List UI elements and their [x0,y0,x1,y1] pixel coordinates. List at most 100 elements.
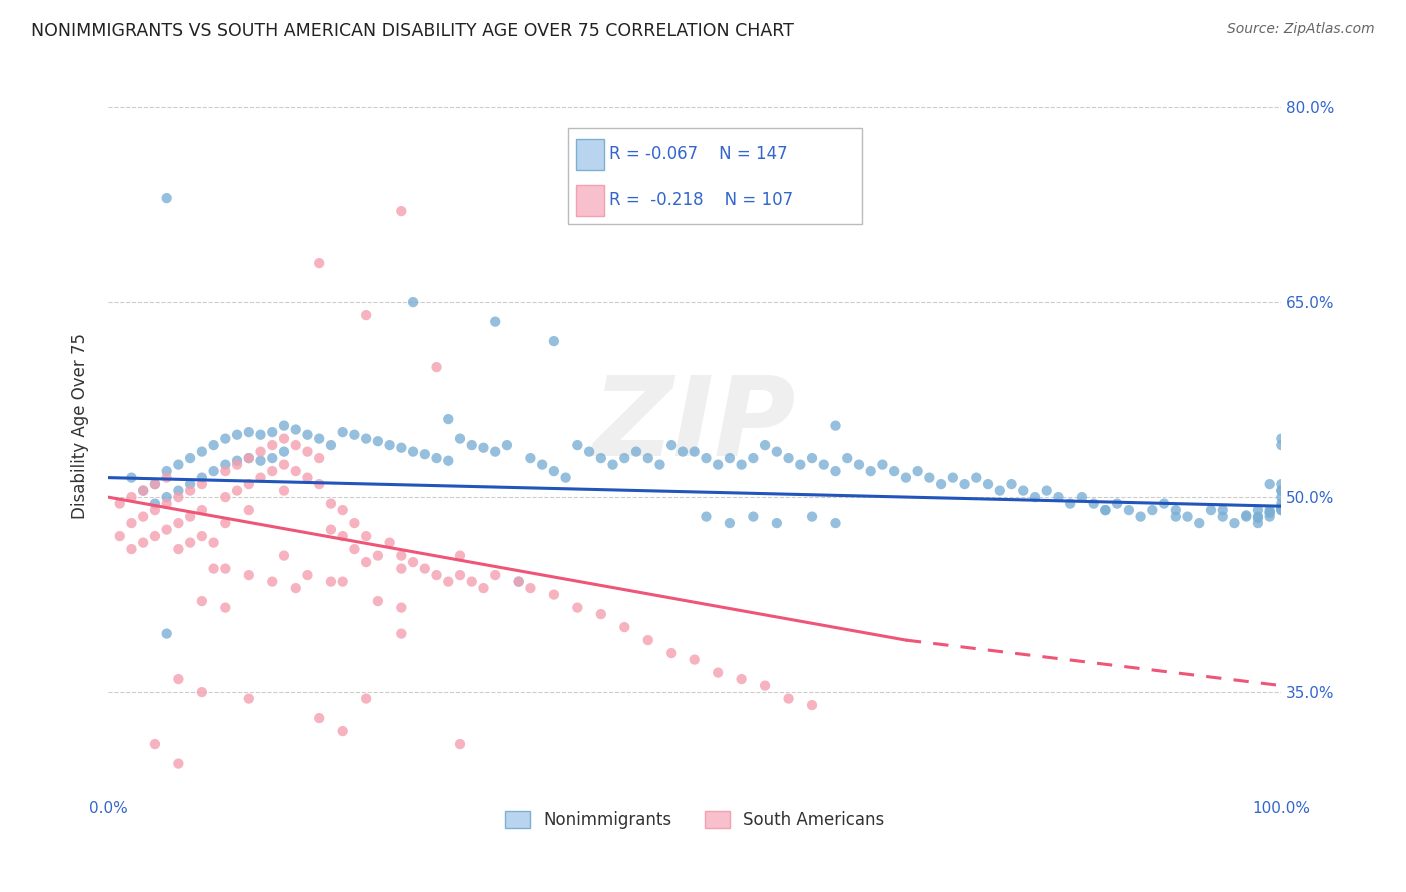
Point [343,427,366,442]
Point [191,444,214,458]
Point [191,503,214,517]
Point [425,360,447,375]
Point [918,470,941,484]
Point [354,529,377,543]
Point [262,464,284,478]
Point [1012,483,1035,498]
Point [214,458,236,472]
Point [167,756,190,771]
Point [1164,503,1187,517]
Point [683,652,706,666]
Point [273,549,295,563]
Point [238,503,260,517]
Point [132,483,155,498]
Point [120,542,142,557]
Point [226,458,249,472]
Point [883,464,905,478]
Point [1188,516,1211,530]
Point [1223,516,1246,530]
Point [108,497,131,511]
Point [191,477,214,491]
Text: ZIP: ZIP [593,372,796,479]
Point [718,516,741,530]
Point [167,516,190,530]
Point [354,432,377,446]
Point [1118,503,1140,517]
Point [167,483,190,498]
Point [824,516,846,530]
Point [589,607,612,621]
Point [202,561,225,575]
Point [977,477,1000,491]
Point [437,412,460,426]
Point [1107,497,1129,511]
Point [484,444,506,458]
Point [461,438,484,452]
Point [754,438,776,452]
Point [472,581,495,595]
Point [308,711,330,725]
Point [801,509,824,524]
Point [766,444,789,458]
Point [297,470,319,484]
Point [214,561,236,575]
Point [202,464,225,478]
Point [1094,503,1116,517]
Legend: Nonimmigrants, South Americans: Nonimmigrants, South Americans [498,805,891,836]
Point [1270,432,1292,446]
Point [730,458,752,472]
Point [1234,509,1257,524]
Point [1212,509,1234,524]
Point [872,458,894,472]
Point [707,458,730,472]
Point [1270,483,1292,498]
Point [1270,497,1292,511]
Point [848,458,870,472]
Point [824,464,846,478]
Point [343,516,366,530]
Point [273,418,295,433]
Point [167,490,190,504]
Point [1258,503,1281,517]
Text: R = -0.067    N = 147: R = -0.067 N = 147 [609,145,787,163]
Point [1083,497,1105,511]
Point [602,458,624,472]
Text: R =  -0.218    N = 107: R = -0.218 N = 107 [609,192,793,210]
Point [191,529,214,543]
Point [1234,508,1257,523]
Point [567,600,589,615]
Point [284,423,307,437]
Point [1270,490,1292,504]
Point [249,427,271,442]
Point [238,451,260,466]
Point [226,427,249,442]
Point [354,555,377,569]
Point [778,451,800,466]
Point [1000,477,1022,491]
Point [907,464,929,478]
Point [249,453,271,467]
Point [214,490,236,504]
Point [1212,503,1234,517]
Point [1153,497,1175,511]
Point [367,549,389,563]
Point [191,594,214,608]
Point [167,542,190,557]
Point [167,672,190,686]
Point [238,425,260,439]
Point [332,503,354,517]
Point [965,470,987,484]
Point [132,483,155,498]
Point [332,529,354,543]
Point [624,444,647,458]
Point [332,425,354,439]
Point [567,438,589,452]
Point [226,483,249,498]
Point [543,588,565,602]
Point [613,620,636,634]
Point [297,427,319,442]
Point [179,477,201,491]
Point [297,568,319,582]
Point [249,444,271,458]
Point [214,432,236,446]
